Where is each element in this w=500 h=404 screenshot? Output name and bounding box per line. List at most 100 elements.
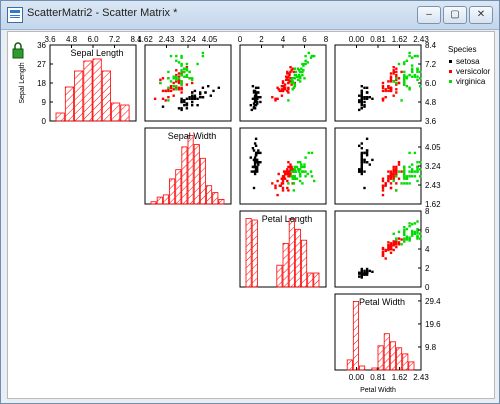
data-point-virginica xyxy=(294,70,298,74)
data-point-versicolor xyxy=(289,172,292,176)
data-point-virginica xyxy=(413,54,417,58)
data-point-virginica xyxy=(403,177,406,180)
data-point-setosa xyxy=(201,86,205,89)
data-point-versicolor xyxy=(281,182,285,185)
bottom-tick-label: 0.81 xyxy=(370,373,386,382)
panel-frame xyxy=(144,44,232,122)
data-point-versicolor xyxy=(172,94,175,97)
data-point-versicolor xyxy=(389,175,393,178)
data-point-versicolor xyxy=(288,72,291,75)
data-point-virginica xyxy=(299,179,302,183)
data-point-setosa xyxy=(207,85,210,88)
data-point-virginica xyxy=(416,179,419,183)
data-point-virginica xyxy=(403,77,406,80)
histogram-bar xyxy=(199,157,206,205)
legend-entry-versicolor: versicolor xyxy=(456,67,491,76)
top-tick-label: 1.62 xyxy=(137,35,153,44)
data-point-setosa xyxy=(196,104,199,107)
data-point-versicolor xyxy=(395,172,398,176)
data-point-virginica xyxy=(405,238,409,241)
right-tick-label: 8.4 xyxy=(425,41,437,50)
data-point-virginica xyxy=(408,88,411,91)
top-tick-label: 2.43 xyxy=(159,35,175,44)
data-point-virginica xyxy=(416,67,419,70)
lock-icon[interactable] xyxy=(12,42,24,59)
data-point-setosa xyxy=(360,107,363,110)
data-point-versicolor xyxy=(395,73,398,77)
data-point-setosa xyxy=(257,91,260,94)
data-point-virginica xyxy=(296,168,300,171)
graph-canvas[interactable]: Sepal Length Sepal Width Petal Length Petal… xyxy=(7,31,495,399)
data-point-virginica xyxy=(292,77,295,80)
maximize-button[interactable]: ▢ xyxy=(443,6,467,24)
data-point-setosa xyxy=(259,100,262,104)
data-point-virginica xyxy=(403,70,406,74)
data-point-virginica xyxy=(411,223,414,226)
minimize-button[interactable]: – xyxy=(417,6,441,24)
data-point-virginica xyxy=(175,85,178,88)
legend-entry-setosa: setosa xyxy=(456,57,480,66)
data-point-versicolor xyxy=(153,97,157,100)
data-point-setosa xyxy=(254,154,258,157)
data-point-versicolor xyxy=(387,247,390,251)
data-point-setosa xyxy=(256,158,259,162)
data-point-versicolor xyxy=(392,72,395,75)
data-point-versicolor xyxy=(381,81,385,85)
data-point-setosa xyxy=(254,86,258,89)
histogram-bar xyxy=(359,365,366,371)
data-point-setosa xyxy=(358,168,361,171)
data-point-versicolor xyxy=(381,250,385,254)
data-point-virginica xyxy=(416,227,419,231)
data-point-virginica xyxy=(419,175,422,178)
data-point-virginica xyxy=(303,62,306,66)
scatter-matrix-icon[interactable] xyxy=(7,7,23,23)
data-point-virginica xyxy=(419,237,422,240)
top-tick-label: 0 xyxy=(238,35,243,44)
data-point-versicolor xyxy=(276,97,279,100)
data-point-versicolor xyxy=(389,182,393,185)
data-point-versicolor xyxy=(287,78,290,81)
data-point-versicolor xyxy=(281,189,285,192)
data-point-virginica xyxy=(395,175,398,178)
data-point-setosa xyxy=(191,91,194,94)
data-point-versicolor xyxy=(191,81,194,85)
data-point-versicolor xyxy=(381,85,385,88)
right-tick-label: 3.6 xyxy=(425,117,437,126)
data-point-versicolor xyxy=(389,89,393,93)
histogram-bar xyxy=(175,169,182,205)
histogram-bar xyxy=(251,219,258,288)
data-point-versicolor xyxy=(389,172,393,176)
data-point-versicolor xyxy=(286,72,289,75)
data-point-setosa xyxy=(191,96,194,99)
data-point-versicolor xyxy=(277,88,280,91)
data-point-virginica xyxy=(188,77,191,80)
data-point-virginica xyxy=(306,61,309,64)
data-point-versicolor xyxy=(285,172,288,176)
data-point-setosa xyxy=(371,270,374,273)
data-point-versicolor xyxy=(395,70,398,74)
top-tick-label: 6.0 xyxy=(87,35,99,44)
data-point-virginica xyxy=(403,175,406,178)
data-point-virginica xyxy=(416,234,419,237)
data-point-virginica xyxy=(419,161,422,164)
data-point-versicolor xyxy=(172,81,175,85)
data-point-versicolor xyxy=(381,246,385,250)
data-point-versicolor xyxy=(177,78,181,81)
histogram-bar xyxy=(101,70,112,122)
data-point-versicolor xyxy=(177,72,181,75)
histogram-bar xyxy=(193,144,200,205)
close-button[interactable]: ✕ xyxy=(469,6,493,24)
data-point-versicolor xyxy=(291,67,294,70)
data-point-virginica xyxy=(188,70,191,74)
data-point-virginica xyxy=(419,85,422,88)
data-point-virginica xyxy=(403,81,406,85)
data-point-setosa xyxy=(360,96,363,99)
data-point-virginica xyxy=(293,83,296,86)
data-point-versicolor xyxy=(389,246,393,250)
data-point-setosa xyxy=(250,170,253,173)
data-point-setosa xyxy=(360,147,363,150)
data-point-setosa xyxy=(256,102,259,105)
data-point-virginica xyxy=(295,75,299,78)
bottom-tick-label: 2.43 xyxy=(413,373,429,382)
data-point-setosa xyxy=(253,142,257,145)
